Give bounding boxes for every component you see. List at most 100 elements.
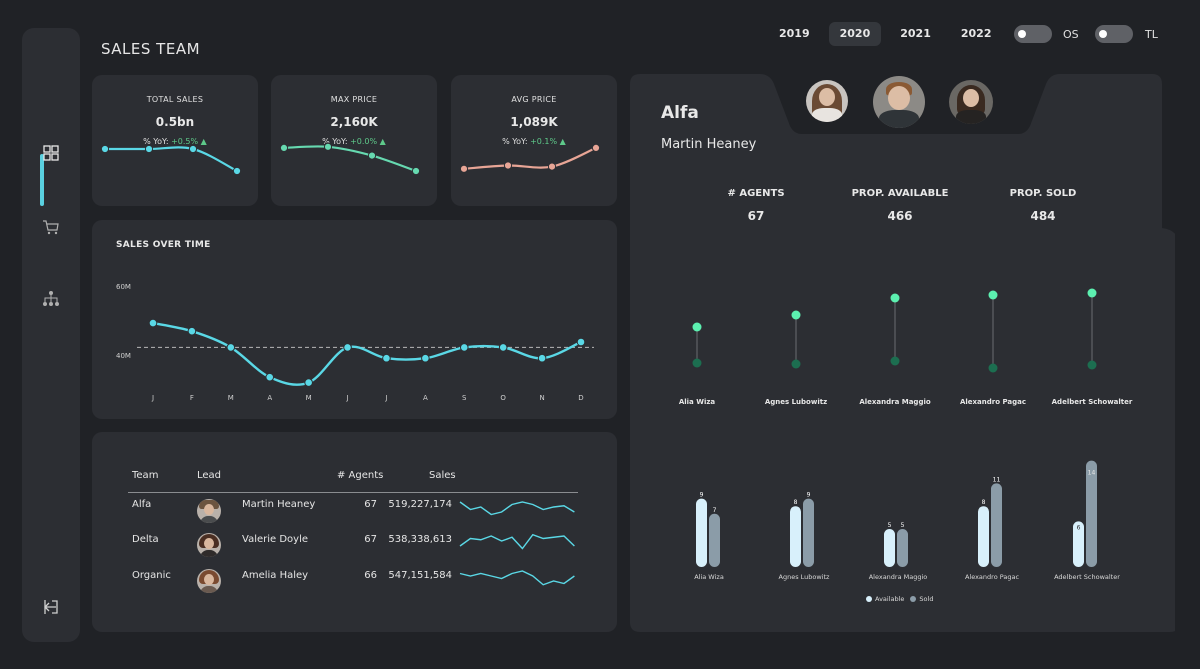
sparklines — [459, 501, 575, 586]
up-triangle-icon: ▲ — [200, 137, 207, 146]
stat-sold-value: 484 — [1030, 209, 1056, 223]
agents-cell: 67 — [364, 534, 377, 545]
up-triangle-icon: ▲ — [379, 137, 386, 146]
trend-line — [283, 145, 417, 173]
os-toggle[interactable] — [1014, 25, 1052, 43]
bar-available-label: 5 — [888, 522, 892, 529]
year-2019-button[interactable]: 2019 — [779, 27, 810, 40]
dumbbell-top-dot — [988, 290, 998, 300]
lead-cell: Martin Heaney — [242, 499, 316, 510]
kpi-title: TOTAL SALES — [146, 95, 204, 104]
legend-available-swatch — [866, 596, 872, 602]
toggle-knob — [1099, 30, 1107, 38]
kpi-yoy: % YoY: +0.0% ▲ — [271, 137, 437, 146]
bar-sold — [709, 513, 720, 567]
dumbbell-bottom-dot — [890, 356, 900, 366]
month-tick-label: F — [190, 394, 194, 402]
kpi-yoy: % YoY: +0.5% ▲ — [92, 137, 258, 146]
trend-point — [547, 162, 557, 171]
kpi-title: MAX PRICE — [330, 95, 378, 104]
sales-point — [576, 337, 586, 347]
bar-sold-label: 14 — [1088, 470, 1096, 477]
agent-label: Alexandro Pagac — [959, 398, 1027, 406]
lead-cell: Amelia Haley — [242, 570, 309, 581]
stat-available-value: 466 — [887, 209, 913, 223]
agent-avatar[interactable] — [949, 80, 993, 124]
detail-panel-bg — [630, 74, 1175, 632]
bar-available-label: 9 — [700, 492, 704, 499]
logout-icon[interactable] — [42, 598, 60, 616]
selected-agent-avatar[interactable] — [873, 76, 925, 128]
trend-line — [463, 146, 597, 170]
trend-point — [411, 166, 421, 176]
team-cell: Alfa — [132, 499, 152, 510]
bar-sold-label: 11 — [993, 476, 1001, 483]
kpi-trend-chart — [100, 144, 242, 176]
agent-label: Alia Wiza — [678, 398, 716, 406]
col-header-sales[interactable]: Sales — [429, 470, 456, 481]
os-toggle-label: OS — [1063, 28, 1079, 41]
sales-point — [459, 343, 469, 352]
trend-line — [105, 146, 238, 172]
cart-icon[interactable] — [42, 218, 60, 236]
yoy-value: +0.5% — [171, 137, 199, 146]
agent-charts: 9 7 8 9 5 5 8 11 6 14 — [692, 288, 1097, 567]
month-tick-label: O — [500, 394, 506, 402]
dumbbell-top-dot — [890, 293, 900, 303]
sales-cell: 519,227,174 — [388, 499, 452, 510]
col-header-team[interactable]: Team — [132, 470, 159, 481]
bar-sold-label: 9 — [807, 492, 811, 499]
year-2022-button[interactable]: 2022 — [960, 27, 992, 40]
bar-agent-label: Adelbert Schowalter — [1054, 573, 1120, 581]
yoy-label: % YoY: — [143, 137, 169, 146]
dumbbell-bottom-dot — [1087, 360, 1097, 370]
kpi-value: 0.5bn — [155, 115, 195, 129]
dumbbell-bottom-dot — [791, 359, 801, 369]
sales-over-time-card: SALES OVER TIME 60M 40M J F M A M J J A S O N D — [92, 220, 617, 419]
bar-available-label: 8 — [982, 499, 986, 506]
dumbbell-top-dot — [1087, 288, 1097, 298]
tl-toggle-label: TL — [1145, 28, 1158, 41]
kpi-card-max-price: MAX PRICE 2,160K % YoY: +0.0% ▲ — [271, 75, 437, 206]
year-2020-button[interactable]: 2020 — [828, 22, 882, 46]
team-cell: Delta — [132, 534, 159, 545]
agents-cell: 66 — [364, 570, 377, 581]
dashboard-icon[interactable] — [42, 144, 60, 162]
sales-sparkline — [459, 533, 575, 550]
year-2021-button[interactable]: 2021 — [900, 27, 931, 40]
legend-sold-label: Sold — [919, 595, 934, 603]
month-tick-label: J — [151, 394, 154, 402]
sales-point — [304, 378, 313, 387]
y-tick-label: 60M — [116, 283, 131, 291]
kpi-trend-chart — [459, 143, 601, 173]
kpi-yoy: % YoY: +0.1% ▲ — [451, 137, 617, 146]
col-header-lead[interactable]: Lead — [197, 470, 222, 481]
avatar — [197, 569, 221, 593]
hierarchy-icon[interactable] — [42, 290, 60, 308]
dumbbell-bottom-dot — [988, 363, 998, 373]
agent-label: Adelbert Schowalter — [1051, 398, 1133, 406]
bar-sold — [1086, 460, 1097, 567]
trend-point — [100, 144, 110, 154]
bar-sold — [897, 529, 908, 567]
stat-sold-label: PROP. SOLD — [1009, 188, 1077, 199]
tl-toggle[interactable] — [1095, 25, 1133, 43]
sales-point — [148, 318, 158, 328]
team-table-card: Team Lead # Agents Sales Alfa Martin Hea… — [92, 432, 617, 632]
sales-point — [265, 372, 275, 382]
year-selector: 2019 2020 2021 2022 — [768, 22, 1003, 46]
sales-point — [187, 326, 197, 336]
trend-point — [503, 161, 513, 170]
detail-lead-name: Martin Heaney — [661, 137, 757, 152]
trend-point — [591, 143, 601, 153]
bar-sold — [803, 498, 814, 567]
sales-point — [421, 353, 430, 363]
bar-sold-label: 7 — [713, 507, 717, 514]
legend-sold-swatch — [910, 596, 917, 602]
sales-point — [537, 353, 547, 363]
agent-avatar[interactable] — [806, 80, 848, 122]
col-header-agents[interactable]: # Agents — [337, 470, 384, 481]
sales-sparkline — [459, 501, 575, 516]
agent-label: Alexandra Maggio — [859, 398, 931, 406]
kpi-title: AVG PRICE — [511, 95, 557, 104]
